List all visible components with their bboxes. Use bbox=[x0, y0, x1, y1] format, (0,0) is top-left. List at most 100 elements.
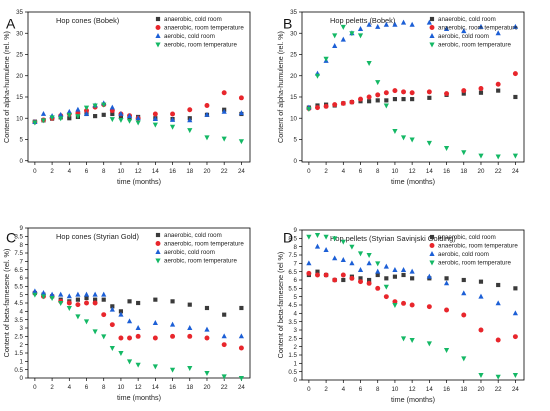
data-point bbox=[478, 293, 484, 299]
data-point bbox=[315, 105, 320, 111]
x-tick-label: 24 bbox=[512, 386, 519, 393]
data-point bbox=[512, 23, 518, 29]
data-point bbox=[110, 304, 115, 309]
data-point bbox=[478, 327, 484, 333]
data-point bbox=[384, 98, 389, 103]
data-point bbox=[83, 291, 90, 297]
data-point bbox=[315, 272, 320, 278]
y-tick-label: 4.5 bbox=[288, 302, 297, 309]
data-point bbox=[323, 103, 329, 109]
data-point bbox=[83, 319, 90, 325]
data-point bbox=[495, 300, 501, 306]
y-tick-label: 10 bbox=[16, 115, 23, 122]
data-point bbox=[239, 305, 244, 311]
data-point bbox=[349, 31, 355, 37]
y-tick-label: 6.5 bbox=[14, 267, 23, 274]
x-tick-label: 18 bbox=[460, 386, 467, 393]
data-point bbox=[170, 333, 176, 339]
data-point bbox=[366, 94, 372, 100]
chart-title: Hop pellets (Styrian Savinjski Golding) bbox=[330, 234, 456, 243]
chart-panel-d: D Hop pellets (Styrian Savinjski Golding)… bbox=[276, 227, 525, 404]
data-point bbox=[92, 103, 98, 109]
data-point bbox=[152, 122, 158, 128]
y-tick-label: 5 bbox=[20, 137, 24, 144]
data-point bbox=[306, 234, 312, 240]
x-tick-label: 18 bbox=[186, 168, 193, 175]
data-point bbox=[204, 305, 210, 311]
y-tick-label: 0 bbox=[20, 158, 24, 165]
legend-marker bbox=[155, 33, 161, 38]
data-point bbox=[238, 376, 244, 381]
data-point bbox=[512, 373, 518, 378]
data-point bbox=[375, 272, 380, 278]
x-tick-label: 0 bbox=[33, 384, 37, 391]
legend-label: aerobic, cold room bbox=[438, 33, 489, 40]
y-tick-label: 7 bbox=[20, 258, 24, 265]
y-tick-label: 6 bbox=[20, 275, 24, 282]
data-point bbox=[332, 236, 338, 242]
data-point bbox=[118, 335, 124, 341]
x-tick-label: 22 bbox=[495, 168, 502, 175]
data-point bbox=[101, 102, 107, 108]
y-tick-label: 20 bbox=[16, 73, 23, 80]
chart-title: Hop cones (Bobek) bbox=[56, 16, 119, 25]
y-axis-label: Content of beta-farnesene (rel. %) bbox=[2, 249, 11, 358]
y-tick-label: 15 bbox=[290, 94, 297, 101]
data-point bbox=[152, 320, 158, 325]
x-tick-label: 4 bbox=[68, 168, 72, 175]
data-point bbox=[375, 285, 381, 291]
data-point bbox=[366, 280, 372, 286]
x-tick-label: 10 bbox=[391, 386, 398, 393]
legend-label: aerobic, cold room bbox=[438, 251, 489, 258]
data-point bbox=[409, 302, 415, 308]
data-point bbox=[170, 111, 176, 117]
x-tick-label: 14 bbox=[426, 168, 433, 175]
legend-marker bbox=[155, 232, 161, 238]
legend-label: aerobic, room temperature bbox=[438, 42, 511, 49]
data-point bbox=[383, 21, 389, 27]
data-point bbox=[238, 95, 244, 101]
y-axis-label: Content of alpha-humulene (rel. %) bbox=[2, 31, 11, 143]
data-point bbox=[110, 111, 115, 117]
data-point bbox=[478, 86, 484, 91]
data-point bbox=[187, 366, 193, 371]
data-point bbox=[400, 267, 407, 272]
x-tick-label: 14 bbox=[152, 384, 159, 391]
x-tick-label: 2 bbox=[50, 168, 54, 175]
y-tick-label: 2.5 bbox=[288, 335, 297, 342]
data-point bbox=[383, 263, 389, 269]
x-axis-label: time (months) bbox=[117, 177, 161, 186]
data-point bbox=[400, 336, 407, 342]
x-tick-label: 6 bbox=[359, 386, 363, 393]
data-point bbox=[152, 111, 158, 117]
chart-title: Hop cones (Styrian Gold) bbox=[56, 232, 139, 241]
y-tick-label: 8.5 bbox=[288, 235, 297, 242]
x-tick-label: 24 bbox=[238, 384, 245, 391]
data-point bbox=[135, 120, 141, 126]
x-tick-label: 24 bbox=[238, 168, 245, 175]
data-point bbox=[92, 291, 98, 297]
data-point bbox=[461, 150, 467, 156]
data-point bbox=[496, 282, 501, 288]
y-tick-label: 3.5 bbox=[14, 317, 23, 324]
x-tick-label: 16 bbox=[169, 384, 176, 391]
x-tick-label: 8 bbox=[376, 386, 380, 393]
data-point bbox=[349, 244, 355, 250]
data-point bbox=[409, 90, 415, 96]
data-point bbox=[392, 267, 398, 272]
y-tick-label: 2.5 bbox=[14, 333, 23, 340]
legend-marker bbox=[429, 243, 435, 248]
data-point bbox=[461, 28, 467, 34]
data-point bbox=[66, 300, 72, 306]
x-tick-label: 22 bbox=[221, 168, 228, 175]
legend-marker bbox=[155, 25, 161, 30]
data-point bbox=[384, 276, 389, 281]
data-point bbox=[358, 96, 363, 102]
legend-marker bbox=[155, 249, 161, 254]
y-tick-label: 8 bbox=[294, 244, 298, 251]
legend-label: anaerobic, cold room bbox=[438, 16, 496, 23]
data-point bbox=[135, 325, 141, 330]
data-point bbox=[135, 115, 141, 121]
data-point bbox=[187, 107, 193, 113]
data-point bbox=[126, 359, 133, 365]
